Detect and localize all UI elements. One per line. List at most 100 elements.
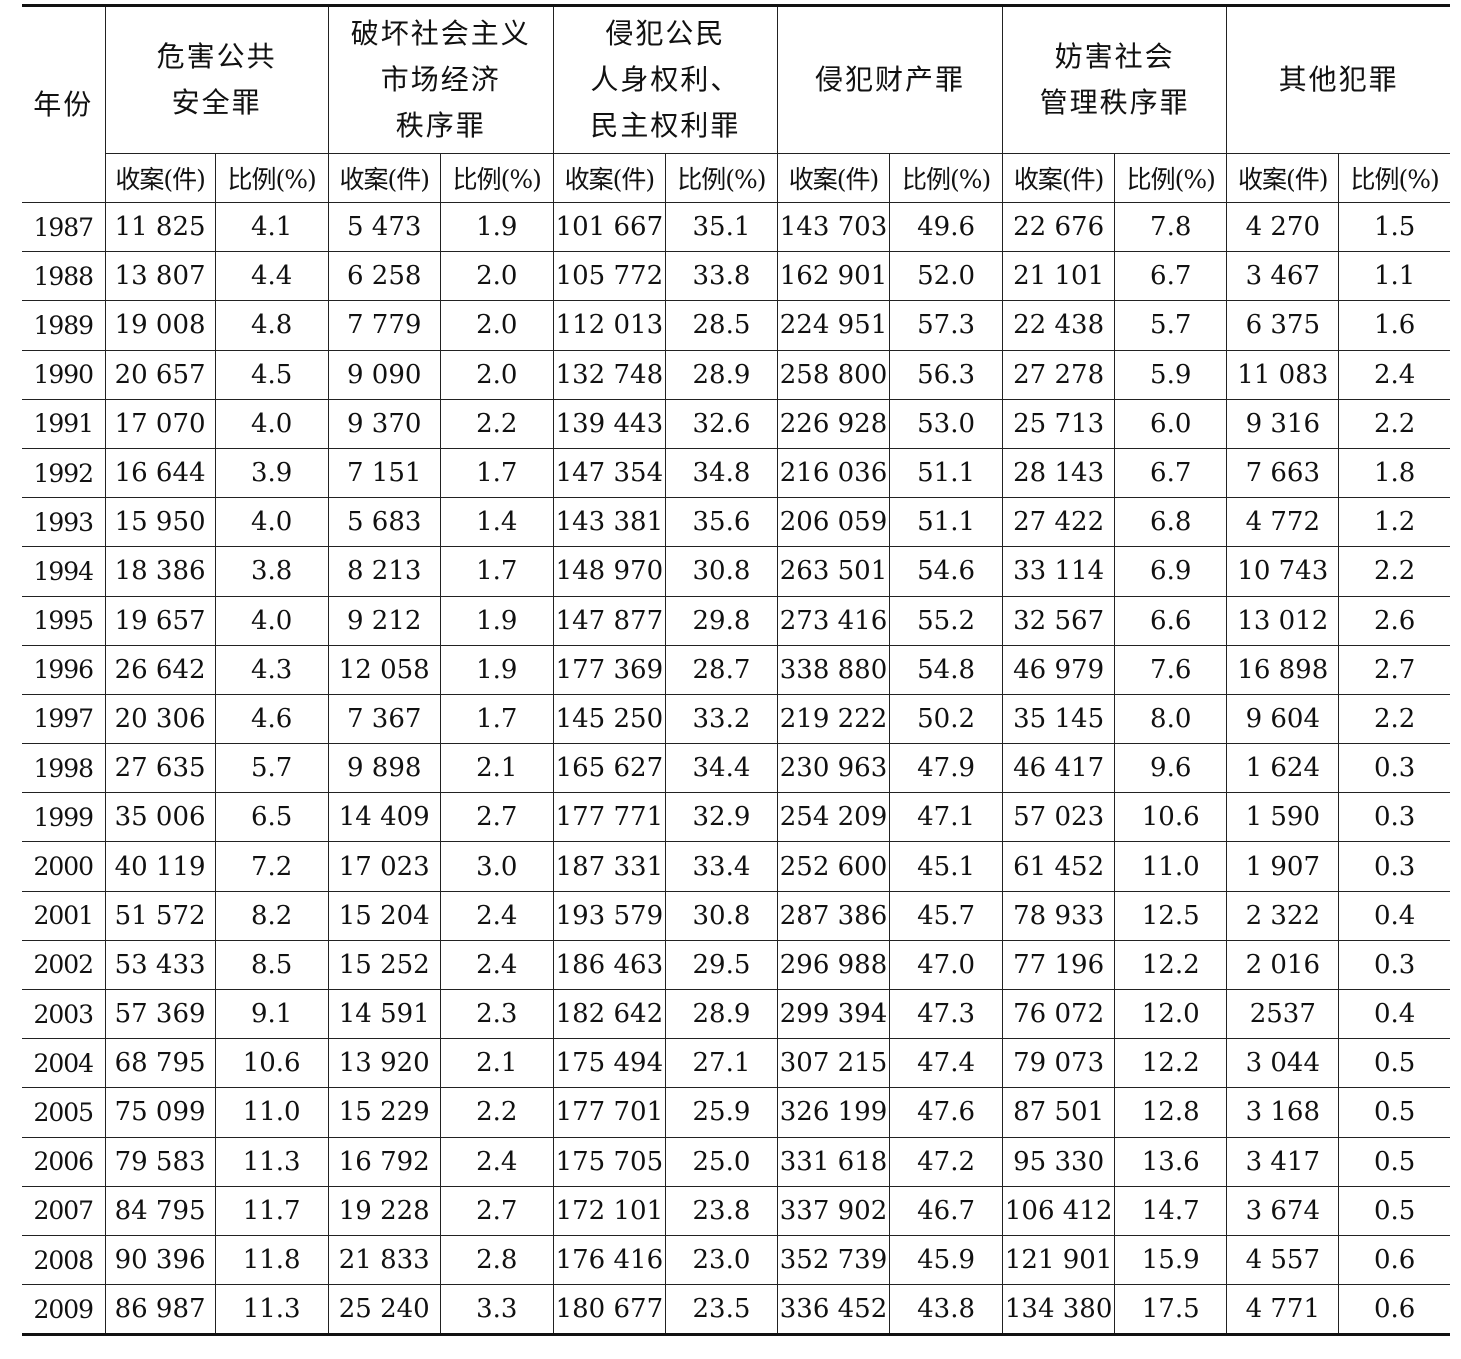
category-header: 侵犯财产罪 bbox=[776, 4, 1004, 154]
table-row: 2008 90 396 11.8 21 833 2.8 176 416 23.0 352 73… bbox=[22, 1234, 1450, 1286]
ratio-cell: 0.3 bbox=[1338, 743, 1450, 794]
ratio-cell: 3.3 bbox=[439, 1284, 554, 1337]
ratio-cell: 4.5 bbox=[214, 349, 329, 400]
ratio-cell: 0.3 bbox=[1338, 792, 1450, 843]
cases-cell: 101 667 bbox=[552, 201, 666, 253]
cases-cell: 22 676 bbox=[1002, 201, 1116, 253]
ratio-cell: 11.3 bbox=[214, 1136, 329, 1187]
cases-cell: 14 591 bbox=[327, 988, 441, 1040]
cases-subheader: 收案(件) bbox=[327, 153, 441, 203]
cases-cell: 7 663 bbox=[1226, 447, 1340, 499]
table-row: 1993 15 950 4.0 5 683 1.4 143 381 35.6 206 059 5… bbox=[22, 497, 1450, 548]
ratio-cell: 11.0 bbox=[214, 1087, 329, 1138]
cases-cell: 15 252 bbox=[327, 939, 441, 991]
year-cell: 1992 bbox=[22, 447, 106, 499]
ratio-cell: 1.5 bbox=[1338, 201, 1450, 253]
ratio-cell: 3.0 bbox=[439, 841, 554, 892]
cases-cell: 134 380 bbox=[1002, 1284, 1116, 1337]
ratio-cell: 23.8 bbox=[664, 1185, 778, 1236]
table-row: 2005 75 099 11.0 15 229 2.2 177 701 25.9 326 19… bbox=[22, 1087, 1450, 1138]
ratio-cell: 8.0 bbox=[1114, 693, 1228, 745]
ratio-cell: 47.2 bbox=[889, 1136, 1004, 1187]
ratio-cell: 10.6 bbox=[1114, 792, 1228, 843]
cases-cell: 18 386 bbox=[104, 546, 216, 597]
cases-cell: 147 354 bbox=[552, 447, 666, 499]
cases-cell: 2 322 bbox=[1226, 890, 1340, 941]
cases-cell: 32 567 bbox=[1002, 595, 1116, 646]
cases-cell: 17 023 bbox=[327, 841, 441, 892]
ratio-cell: 2.7 bbox=[439, 1185, 554, 1236]
table-row: 1988 13 807 4.4 6 258 2.0 105 772 33.8 162 901 5… bbox=[22, 251, 1450, 302]
ratio-cell: 11.8 bbox=[214, 1234, 329, 1286]
ratio-cell: 47.1 bbox=[889, 792, 1004, 843]
cases-cell: 75 099 bbox=[104, 1087, 216, 1138]
ratio-cell: 2.4 bbox=[439, 1136, 554, 1187]
ratio-cell: 51.1 bbox=[889, 497, 1004, 548]
cases-cell: 13 012 bbox=[1226, 595, 1340, 646]
cases-cell: 6 258 bbox=[327, 251, 441, 302]
ratio-cell: 0.3 bbox=[1338, 939, 1450, 991]
cases-cell: 287 386 bbox=[776, 890, 891, 941]
cases-cell: 77 196 bbox=[1002, 939, 1116, 991]
ratio-cell: 30.8 bbox=[664, 546, 778, 597]
cases-cell: 17 070 bbox=[104, 398, 216, 449]
cases-cell: 9 898 bbox=[327, 743, 441, 794]
cases-cell: 132 748 bbox=[552, 349, 666, 400]
ratio-cell: 0.6 bbox=[1338, 1234, 1450, 1286]
ratio-cell: 47.9 bbox=[889, 743, 1004, 794]
cases-cell: 230 963 bbox=[776, 743, 891, 794]
cases-subheader: 收案(件) bbox=[105, 153, 216, 203]
year-cell: 1987 bbox=[22, 201, 106, 253]
year-cell: 1991 bbox=[22, 398, 106, 449]
cases-cell: 7 779 bbox=[327, 300, 441, 351]
cases-cell: 2 016 bbox=[1226, 939, 1340, 991]
ratio-cell: 47.6 bbox=[889, 1087, 1004, 1138]
cases-cell: 68 795 bbox=[104, 1038, 216, 1089]
ratio-cell: 47.3 bbox=[889, 988, 1004, 1040]
cases-cell: 16 792 bbox=[327, 1136, 441, 1187]
cases-cell: 139 443 bbox=[552, 398, 666, 449]
cases-cell: 15 950 bbox=[104, 497, 216, 548]
ratio-cell: 2.0 bbox=[439, 349, 554, 400]
ratio-subheader: 比例(%) bbox=[664, 153, 778, 203]
cases-cell: 252 600 bbox=[776, 841, 891, 892]
category-header: 侵犯公民 人身权利、 民主权利罪 bbox=[552, 4, 778, 154]
cases-cell: 296 988 bbox=[776, 939, 891, 991]
ratio-cell: 1.6 bbox=[1338, 300, 1450, 351]
cases-cell: 13 807 bbox=[104, 251, 216, 302]
cases-cell: 19 228 bbox=[327, 1185, 441, 1236]
ratio-cell: 9.6 bbox=[1114, 743, 1228, 794]
ratio-cell: 35.6 bbox=[664, 497, 778, 548]
ratio-cell: 4.1 bbox=[214, 201, 329, 253]
cases-cell: 79 583 bbox=[104, 1136, 216, 1187]
table-row: 1994 18 386 3.8 8 213 1.7 148 970 30.8 263 501 5… bbox=[22, 546, 1450, 597]
year-header: 年份 bbox=[22, 4, 106, 203]
ratio-cell: 13.6 bbox=[1114, 1136, 1228, 1187]
cases-cell: 22 438 bbox=[1002, 300, 1116, 351]
cases-cell: 12 058 bbox=[327, 644, 441, 695]
cases-cell: 7 367 bbox=[327, 693, 441, 745]
ratio-subheader: 比例(%) bbox=[1338, 153, 1450, 203]
cases-cell: 5 683 bbox=[327, 497, 441, 548]
ratio-cell: 15.9 bbox=[1114, 1234, 1228, 1286]
year-cell: 1998 bbox=[22, 743, 106, 794]
cases-cell: 263 501 bbox=[776, 546, 891, 597]
category-header: 妨害社会 管理秩序罪 bbox=[1002, 4, 1228, 154]
ratio-cell: 4.0 bbox=[214, 398, 329, 449]
ratio-cell: 30.8 bbox=[664, 890, 778, 941]
table-row: 2007 84 795 11.7 19 228 2.7 172 101 23.8 337 90… bbox=[22, 1185, 1450, 1236]
cases-cell: 76 072 bbox=[1002, 988, 1116, 1040]
year-cell: 2007 bbox=[22, 1185, 106, 1236]
ratio-cell: 4.0 bbox=[214, 497, 329, 548]
table-row: 2009 86 987 11.3 25 240 3.3 180 677 23.5 336 45… bbox=[22, 1284, 1450, 1337]
cases-cell: 9 212 bbox=[327, 595, 441, 646]
cases-cell: 172 101 bbox=[552, 1185, 666, 1236]
table-row: 1987 11 825 4.1 5 473 1.9 101 667 35.1 143 703 4… bbox=[22, 201, 1450, 253]
cases-cell: 35 006 bbox=[104, 792, 216, 843]
cases-cell: 338 880 bbox=[776, 644, 891, 695]
ratio-cell: 33.8 bbox=[664, 251, 778, 302]
ratio-cell: 1.2 bbox=[1338, 497, 1450, 548]
cases-cell: 57 369 bbox=[104, 988, 216, 1040]
cases-cell: 8 213 bbox=[327, 546, 441, 597]
cases-cell: 3 674 bbox=[1226, 1185, 1340, 1236]
